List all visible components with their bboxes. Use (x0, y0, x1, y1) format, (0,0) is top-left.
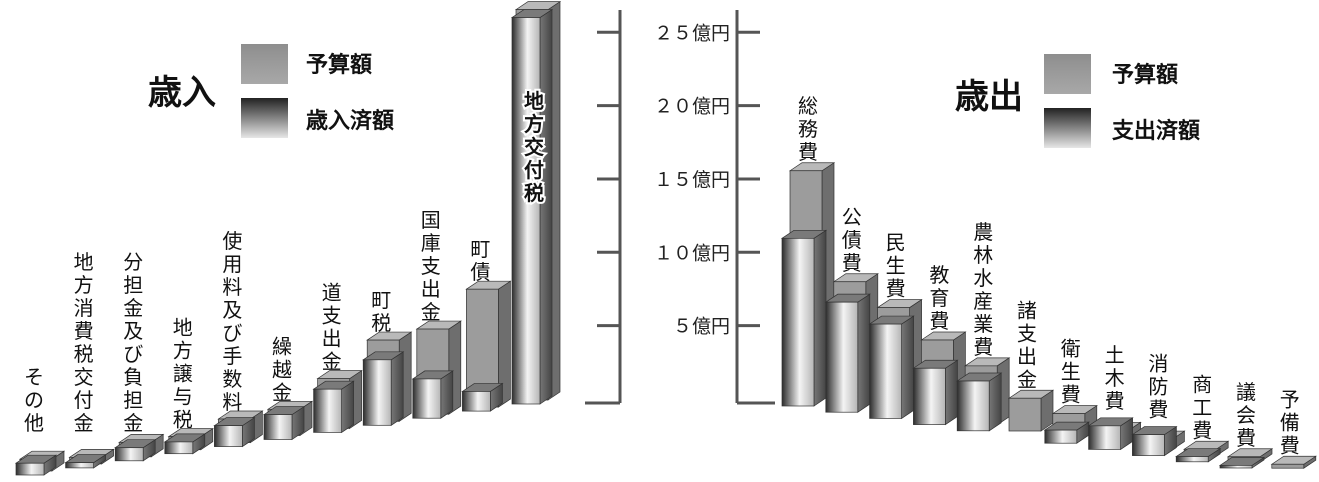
expenditure-actual-bar (912, 359, 959, 426)
axis-tick-label: １５億円 (654, 169, 730, 191)
expenditure-legend-budget-swatch (1044, 54, 1091, 94)
revenue-legend-budget-swatch (241, 44, 288, 84)
revenue-legend-budget-label: 予算額 (306, 52, 372, 78)
expenditure-category-label: 教育費 (929, 263, 949, 333)
revenue-category-label: 繰越金 (272, 334, 292, 404)
revenue-category-label: 使用料及び手数料 (222, 229, 242, 414)
expenditure-category-label: 農林水産業費 (973, 220, 993, 359)
revenue-actual-bar (362, 351, 405, 426)
expenditure-category-label: 衛生費 (1061, 337, 1081, 407)
expenditure-category-label: 諸支出金 (1017, 298, 1037, 391)
expenditure-legend-budget-label: 予算額 (1112, 62, 1178, 88)
revenue-actual-bar (14, 454, 58, 476)
expenditure-actual-bar (1175, 447, 1222, 463)
expenditure-category-label: 総務費 (798, 94, 818, 164)
revenue-actual-bar (64, 454, 107, 469)
revenue-category-label: その他 (24, 365, 44, 435)
revenue-title: 歳入 (148, 73, 216, 113)
revenue-actual-bar (461, 382, 504, 412)
revenue-category-label: 分担金及び負担金 (123, 250, 143, 435)
axis-tick-label: １０億円 (654, 242, 730, 264)
revenue-budget-bar (465, 280, 512, 408)
axis-tick-label: ５億円 (673, 316, 730, 338)
revenue-category-label: 地方交付税 (524, 89, 544, 205)
expenditure-legend-actual-label: 支出済額 (1112, 118, 1200, 144)
axis-tick-label: ２０億円 (654, 96, 730, 118)
expenditure-category-label: 予備費 (1280, 387, 1300, 457)
axis-tick-label: ２５億円 (654, 22, 730, 44)
revenue-actual-bar (312, 380, 355, 434)
revenue-category-label: 地方譲与税 (173, 316, 193, 432)
expenditure-category-label: 議会費 (1236, 380, 1256, 450)
expenditure-category-label: 土木費 (1105, 343, 1125, 413)
revenue-actual-bar (510, 8, 554, 405)
expenditure-category-label: 公債費 (842, 205, 862, 275)
expenditure-actual-bar (1087, 417, 1134, 451)
revenue-category-label: 国庫支出金 (421, 208, 441, 324)
revenue-actual-bar (262, 405, 306, 441)
expenditure-actual-bar (1043, 421, 1090, 444)
expenditure-actual-bar (780, 229, 828, 407)
expenditure-budget-bar (1007, 389, 1055, 432)
revenue-legend-actual-label: 歳入済額 (306, 108, 394, 134)
expenditure-title: 歳出 (955, 77, 1023, 117)
expenditure-category-label: 民生費 (886, 231, 906, 301)
revenue-category-label: 道支出金 (322, 281, 342, 374)
expenditure-actual-bar (1218, 456, 1266, 469)
expenditure-budget-bar (1270, 455, 1317, 469)
expenditure-actual-bar (956, 372, 1003, 432)
revenue-category-label: 町債 (470, 237, 490, 284)
revenue-actual-bar (411, 370, 454, 419)
expenditure-actual-bar (1131, 425, 1178, 457)
expenditure-category-label: 商工費 (1192, 372, 1212, 442)
revenue-actual-bar (163, 433, 206, 455)
revenue-legend-actual-swatch (241, 98, 288, 138)
revenue-actual-bar (114, 439, 157, 462)
revenue-category-label: 町税 (371, 288, 391, 335)
value-axis: ５億円 １０億円 １５億円 ２０億円 ２５億円 (585, 10, 775, 405)
expenditure-category-label: 消防費 (1148, 352, 1168, 422)
expenditure-legend-actual-swatch (1044, 108, 1091, 148)
revenue-category-label: 地方消費税交付金 (74, 250, 94, 435)
expenditure-actual-bar (868, 315, 915, 420)
expenditure-actual-bar (824, 293, 871, 413)
revenue-actual-bar (213, 416, 256, 448)
